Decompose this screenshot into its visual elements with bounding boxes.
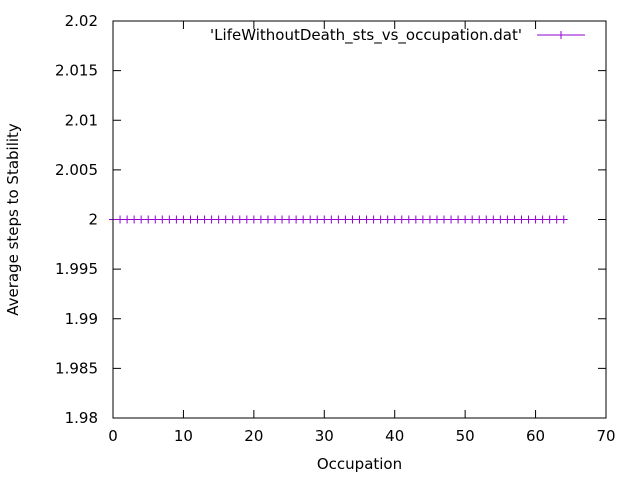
y-tick-label: 1.98: [65, 409, 98, 427]
data-point: [489, 215, 498, 224]
data-point: [559, 215, 568, 224]
x-tick-label: 60: [526, 427, 545, 445]
data-point: [151, 215, 160, 224]
data-point: [411, 215, 420, 224]
data-point: [545, 215, 554, 224]
data-point: [242, 215, 251, 224]
x-tick-label: 0: [108, 427, 118, 445]
data-point: [531, 215, 540, 224]
data-point: [263, 215, 272, 224]
data-point: [214, 215, 223, 224]
data-point: [144, 215, 153, 224]
data-point: [207, 215, 216, 224]
data-point: [369, 215, 378, 224]
x-tick-label: 40: [385, 427, 404, 445]
data-point: [200, 215, 209, 224]
data-point: [228, 215, 237, 224]
data-point: [404, 215, 413, 224]
data-point: [475, 215, 484, 224]
legend-series-label: 'LifeWithoutDeath_sts_vs_occupation.dat': [210, 26, 522, 45]
data-point: [179, 215, 188, 224]
data-point: [193, 215, 202, 224]
data-point: [461, 215, 470, 224]
data-point: [447, 215, 456, 224]
y-tick-label: 1.985: [55, 359, 98, 377]
data-point: [285, 215, 294, 224]
x-tick-label: 10: [174, 427, 193, 445]
data-point: [376, 215, 385, 224]
data-point: [482, 215, 491, 224]
x-tick-label: 30: [315, 427, 334, 445]
data-point: [158, 215, 167, 224]
data-point: [270, 215, 279, 224]
data-point: [510, 215, 519, 224]
data-point: [355, 215, 364, 224]
y-tick-label: 2.015: [55, 62, 98, 80]
data-point: [235, 215, 244, 224]
y-axis-label: Average steps to Stability: [4, 123, 22, 316]
data-point: [454, 215, 463, 224]
ticks-layer: 0 10 20 30 40 50 60 70 1.98 1.985 1.99 1.995 2 2.005 2…: [55, 12, 616, 445]
data-point: [137, 215, 146, 224]
x-tick-label: 20: [244, 427, 263, 445]
data-point: [425, 215, 434, 224]
data-point: [249, 215, 258, 224]
plot-frame: [112, 20, 607, 419]
data-point: [362, 215, 371, 224]
data-point: [341, 215, 350, 224]
data-point: [123, 215, 132, 224]
data-point: [496, 215, 505, 224]
y-tick-label: 1.995: [55, 260, 98, 278]
data-point: [432, 215, 441, 224]
data-point: [221, 215, 230, 224]
data-point: [390, 215, 399, 224]
data-point: [306, 215, 315, 224]
y-tick-label: 2: [88, 211, 98, 229]
data-point: [172, 215, 181, 224]
x-tick-label: 50: [456, 427, 475, 445]
data-point: [468, 215, 477, 224]
y-tick-label: 1.99: [65, 310, 98, 328]
data-point: [130, 215, 139, 224]
y-tick-label: 2.01: [65, 111, 98, 129]
data-point: [256, 215, 265, 224]
data-point: [418, 215, 427, 224]
x-tick-label: 70: [596, 427, 615, 445]
data-point: [334, 215, 343, 224]
data-point: [278, 215, 287, 224]
data-point: [552, 215, 561, 224]
y-tick-label: 2.005: [55, 161, 98, 179]
data-point: [383, 215, 392, 224]
data-point: [320, 215, 329, 224]
data-point: [538, 215, 547, 224]
data-point: [348, 215, 357, 224]
data-point: [440, 215, 449, 224]
data-point: [517, 215, 526, 224]
data-point: [116, 215, 125, 224]
series-layer: [109, 215, 568, 224]
legend: 'LifeWithoutDeath_sts_vs_occupation.dat': [210, 26, 585, 45]
data-point: [503, 215, 512, 224]
data-point: [292, 215, 301, 224]
x-axis-label: Occupation: [317, 455, 402, 473]
data-point: [299, 215, 308, 224]
data-point: [397, 215, 406, 224]
data-point: [313, 215, 322, 224]
data-point: [524, 215, 533, 224]
data-point: [186, 215, 195, 224]
y-tick-label: 2.02: [65, 12, 98, 30]
data-point: [327, 215, 336, 224]
data-point: [165, 215, 174, 224]
